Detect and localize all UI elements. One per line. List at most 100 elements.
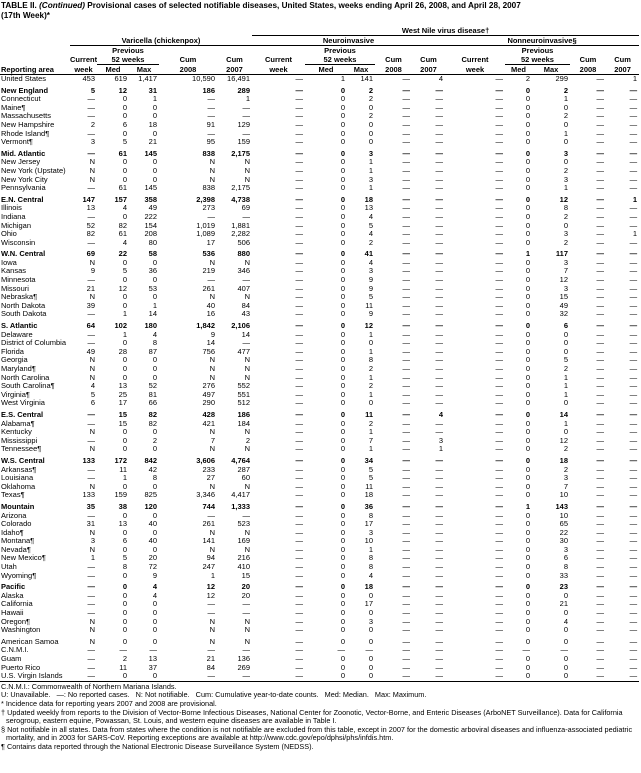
cell: 0 bbox=[525, 212, 530, 221]
cell: — bbox=[435, 347, 444, 356]
area-name: Missouri bbox=[1, 284, 29, 293]
cell: 84 bbox=[206, 663, 215, 672]
cell: 453 bbox=[82, 74, 95, 83]
cell: — bbox=[435, 563, 444, 572]
cell: 186 bbox=[202, 85, 215, 95]
cell: — bbox=[596, 436, 605, 445]
cell: — bbox=[629, 158, 638, 167]
cell: — bbox=[435, 339, 444, 348]
area-name: Delaware bbox=[1, 330, 33, 339]
table-row: South Carolina¶ 4 13 52 276 552 — 0 2 — — — 0 1 — — bbox=[0, 382, 639, 391]
cell: 0 bbox=[340, 95, 345, 104]
cell: — bbox=[87, 582, 96, 592]
cell: — bbox=[435, 249, 444, 259]
cell: N bbox=[89, 528, 95, 537]
cell: 0 bbox=[152, 528, 157, 537]
area-name: New Hampshire bbox=[1, 120, 55, 129]
cell: 0 bbox=[340, 419, 345, 428]
cell: 23 bbox=[559, 582, 568, 592]
cell: 7 bbox=[563, 267, 568, 276]
cell: 3 bbox=[563, 230, 568, 239]
cell: 0 bbox=[340, 591, 345, 600]
cell: — bbox=[596, 148, 605, 158]
cell: 35 bbox=[86, 501, 95, 511]
cell: 6 bbox=[563, 321, 568, 331]
table-row: Arizona — 0 0 — — — 0 8 — — — 0 10 — — bbox=[0, 512, 639, 521]
area-name: Maryland¶ bbox=[1, 365, 36, 373]
cell: 0 bbox=[525, 267, 530, 276]
cell: — bbox=[596, 310, 605, 319]
area-name: Oklahoma bbox=[1, 482, 36, 491]
cell: 2 bbox=[152, 436, 157, 445]
cell: — bbox=[629, 554, 638, 563]
cell: — bbox=[596, 204, 605, 213]
cell: — bbox=[435, 399, 444, 408]
cell: — bbox=[596, 365, 605, 373]
cell: 0 bbox=[525, 465, 530, 474]
cell: 1 bbox=[368, 445, 373, 454]
table-row: South Dakota — 1 14 16 43 — 0 9 — — — 0 32 — — bbox=[0, 310, 639, 319]
cell: 0 bbox=[152, 636, 157, 646]
cell: 154 bbox=[144, 221, 157, 230]
area-name: Utah bbox=[1, 563, 17, 572]
cell: 81 bbox=[148, 390, 157, 399]
cell: 4 bbox=[152, 591, 157, 600]
cell: 7 bbox=[368, 436, 373, 445]
table-row: Mississippi — 0 2 7 2 — 0 7 — 3 — 0 12 — — bbox=[0, 437, 639, 446]
cell: 0 bbox=[340, 301, 345, 310]
cell: — bbox=[495, 249, 504, 259]
cell: — bbox=[87, 112, 96, 121]
cell: 82 bbox=[118, 221, 127, 230]
cell: — bbox=[435, 591, 444, 600]
cell: N bbox=[209, 626, 215, 635]
cell: 0 bbox=[340, 310, 345, 319]
col-header: Previous bbox=[324, 46, 356, 55]
cell: — bbox=[495, 373, 504, 382]
table-row: New York City N 0 0 N N — 0 3 — — — 0 3 — — bbox=[0, 176, 639, 185]
cell: — bbox=[629, 465, 638, 474]
cell: — bbox=[402, 482, 411, 491]
cell: — bbox=[495, 474, 504, 483]
area-name: Georgia bbox=[1, 356, 28, 365]
cell: — bbox=[402, 390, 411, 399]
cell: N bbox=[244, 626, 250, 635]
cell: 3,606 bbox=[196, 455, 215, 465]
cell: — bbox=[495, 399, 504, 408]
cell: — bbox=[495, 204, 504, 213]
cell: 2 bbox=[563, 166, 568, 175]
footnote: * Incidence data for reporting years 200… bbox=[1, 698, 217, 708]
cell: 0 bbox=[368, 339, 373, 348]
col-header: week bbox=[445, 64, 505, 75]
cell: 0 bbox=[525, 636, 530, 646]
cell: 0 bbox=[122, 626, 127, 635]
cell: 477 bbox=[237, 347, 250, 356]
cell: — bbox=[596, 482, 605, 491]
cell: 0 bbox=[340, 511, 345, 520]
cell: — bbox=[495, 609, 504, 618]
cell: 838 bbox=[202, 148, 215, 158]
cell: — bbox=[295, 528, 304, 537]
cell: 0 bbox=[340, 184, 345, 193]
cell: — bbox=[295, 591, 304, 600]
col-header: 2008 bbox=[159, 64, 217, 75]
blank bbox=[570, 46, 606, 56]
cell: — bbox=[596, 330, 605, 339]
cell: — bbox=[402, 491, 411, 500]
table-row: Guam — 2 13 21 136 — 0 0 — — — 0 0 — — bbox=[0, 655, 639, 664]
cell: — bbox=[596, 373, 605, 382]
cell: 2,175 bbox=[231, 148, 250, 158]
cell: 0 bbox=[340, 249, 345, 259]
cell: 1 bbox=[563, 95, 568, 104]
cell: — bbox=[495, 356, 504, 365]
cell: — bbox=[495, 230, 504, 239]
cell: 61 bbox=[118, 230, 127, 239]
area-name: Mountain bbox=[1, 501, 35, 511]
area-name: Iowa bbox=[1, 258, 17, 267]
cell: 21 bbox=[559, 600, 568, 609]
cell: 0 bbox=[563, 120, 568, 129]
cell: — bbox=[495, 166, 504, 175]
cell: — bbox=[295, 545, 304, 554]
cell: — bbox=[295, 474, 304, 483]
cell: — bbox=[596, 103, 605, 112]
table-row: Wisconsin — 4 80 17 506 — 0 2 — — — 0 2 — — bbox=[0, 239, 639, 248]
